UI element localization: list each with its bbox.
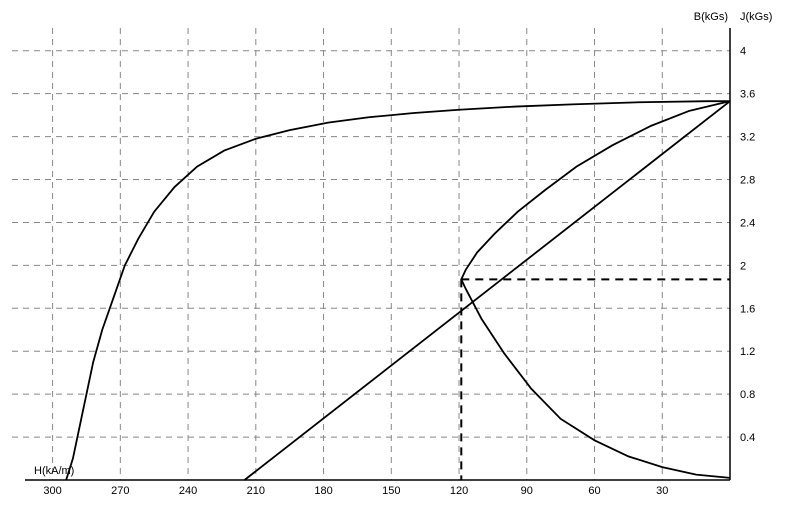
- x-title: H(kA/m): [34, 465, 74, 477]
- y-tick-label: 3.2: [740, 132, 755, 144]
- x-tick-label: 90: [521, 485, 533, 497]
- y-tick-label: 2.8: [740, 175, 755, 187]
- y-tick-label: 4: [740, 46, 746, 58]
- y-tick-label: 1.2: [740, 346, 755, 358]
- x-tick-label: 270: [111, 485, 129, 497]
- x-tick-label: 240: [179, 485, 197, 497]
- x-tick-label: 60: [588, 485, 600, 497]
- x-tick-label: 120: [450, 485, 468, 497]
- y-tick-label: 0.4: [740, 432, 755, 444]
- x-tick-label: 150: [382, 485, 400, 497]
- plot-background: [0, 0, 796, 525]
- x-tick-label: 300: [43, 485, 61, 497]
- x-tick-label: 30: [656, 485, 668, 497]
- y-tick-label: 0.8: [740, 389, 755, 401]
- y-title-left: B(kGs): [694, 11, 728, 23]
- y-tick-label: 3.6: [740, 89, 755, 101]
- y-title-right: J(kGs): [740, 11, 772, 23]
- y-tick-label: 1.6: [740, 303, 755, 315]
- demagnetization-chart: 300 270 240 210 180 150 120 90 60 30 0.4 0.8 1.2 1.6 2…: [0, 0, 796, 525]
- x-tick-label: 210: [247, 485, 265, 497]
- y-tick-label: 2.4: [740, 217, 755, 229]
- x-tick-label: 180: [314, 485, 332, 497]
- y-tick-label: 2: [740, 260, 746, 272]
